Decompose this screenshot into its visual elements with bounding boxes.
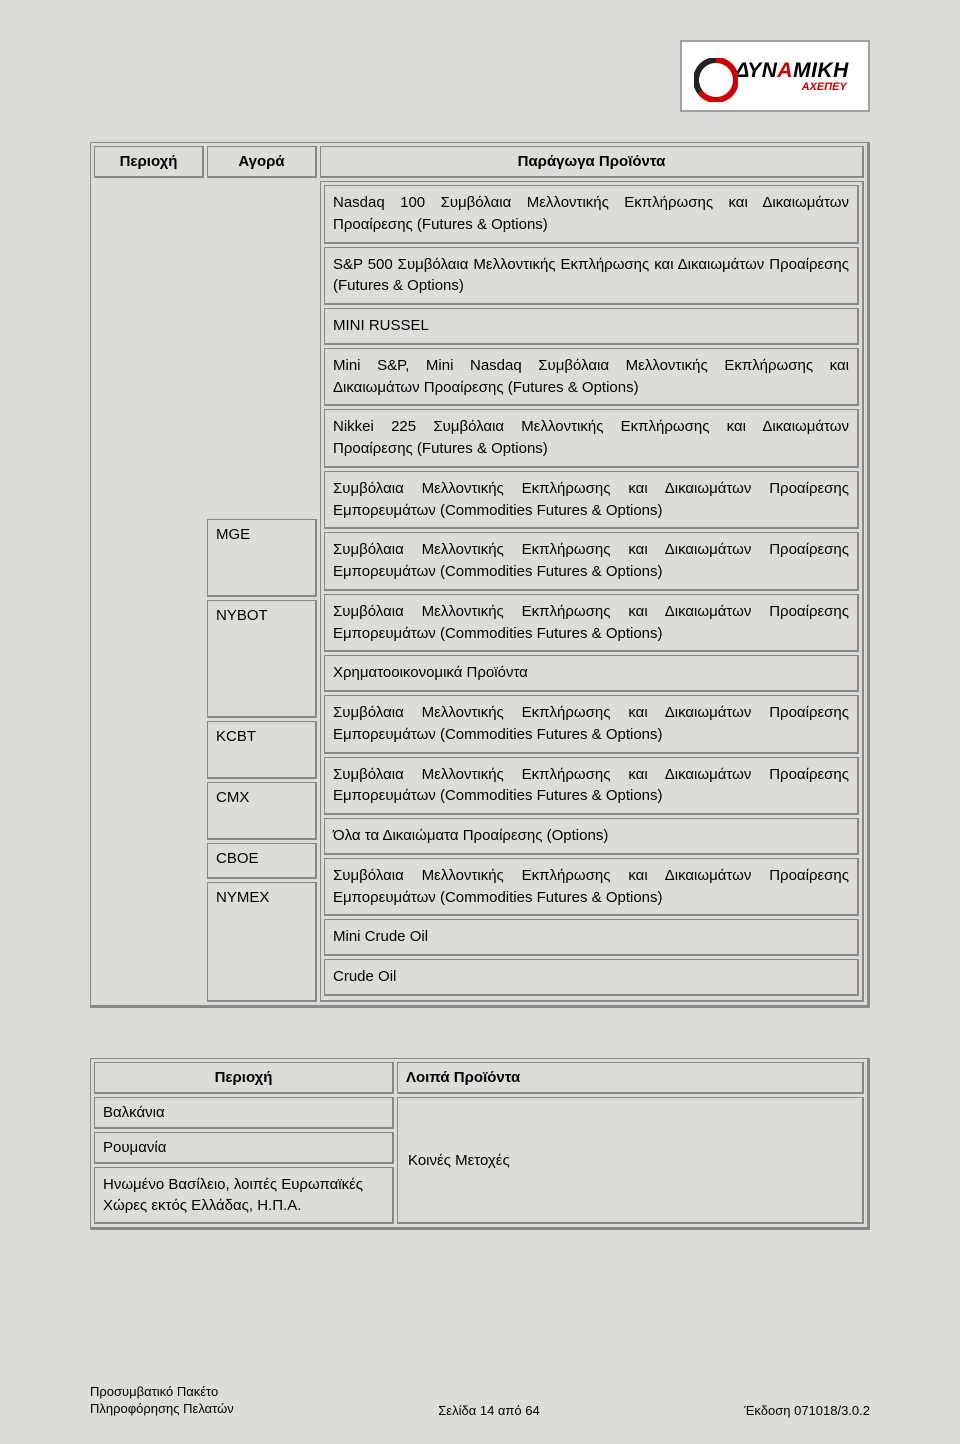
market-cmx: CMX [207,782,317,840]
products-column: Nasdaq 100 Συμβόλαια Μελλοντικής Εκπλήρω… [320,181,864,1002]
product-row: Crude Oil [324,959,859,996]
product-row: Mini Crude Oil [324,919,859,956]
product-row: Συμβόλαια Μελλοντικής Εκπλήρωσης και Δικ… [324,757,859,816]
other-products-value: Κοινές Μετοχές [397,1097,864,1224]
other-products-table: Περιοχή Λοιπά Προϊόντα Βαλκάνια Ρουμανία… [90,1058,870,1230]
header-region-2: Περιοχή [94,1062,394,1094]
header-region: Περιοχή [94,146,204,178]
product-row: MINI RUSSEL [324,308,859,345]
header-products: Παράγωγα Προϊόντα [320,146,864,178]
market-nymex: NYMEX [207,882,317,1002]
product-row: S&P 500 Συμβόλαια Μελλοντικής Εκπλήρωσης… [324,247,859,306]
product-row: Nikkei 225 Συμβόλαια Μελλοντικής Εκπλήρω… [324,409,859,468]
product-row: Mini S&P, Mini Nasdaq Συμβόλαια Μελλοντι… [324,348,859,407]
market-nybot: NYBOT [207,600,317,718]
product-row: Συμβόλαια Μελλοντικής Εκπλήρωσης και Δικ… [324,695,859,754]
products-table: Περιοχή Αγορά Παράγωγα Προϊόντα MGE NYBO… [90,142,870,1008]
product-row: Nasdaq 100 Συμβόλαια Μελλοντικής Εκπλήρω… [324,185,859,244]
region-column-2: Βαλκάνια Ρουμανία Ηνωμένο Βασίλειο, λοιπ… [94,1097,394,1224]
footer-left-2: Πληροφόρησης Πελατών [90,1401,234,1418]
market-column: MGE NYBOT KCBT CMX CBOE NYMEX [207,181,317,1002]
market-kcbt: KCBT [207,721,317,779]
product-row: Όλα τα Δικαιώματα Προαίρεσης (Options) [324,818,859,855]
footer-left-1: Προσυμβατικό Πακέτο [90,1384,234,1401]
product-row: Συμβόλαια Μελλοντικής Εκπλήρωσης και Δικ… [324,858,859,917]
header-products-2: Λοιπά Προϊόντα [397,1062,864,1094]
header-market: Αγορά [207,146,317,178]
product-row: Συμβόλαια Μελλοντικής Εκπλήρωσης και Δικ… [324,471,859,530]
footer-right: Έκδοση 071018/3.0.2 [744,1403,870,1418]
page-footer: Προσυμβατικό Πακέτο Πληροφόρησης Πελατών… [90,1384,870,1418]
logo-swoosh-icon [694,58,738,102]
logo-text: ΔΥΝΑΜΙΚΗ [735,59,849,83]
product-row: Συμβόλαια Μελλοντικής Εκπλήρωσης και Δικ… [324,532,859,591]
region-row: Βαλκάνια [94,1097,394,1129]
footer-center: Σελίδα 14 από 64 [438,1403,539,1418]
logo-container: ΔΥΝΑΜΙΚΗ ΑΧΕΠΕΥ [90,40,870,112]
product-row: Συμβόλαια Μελλοντικής Εκπλήρωσης και Δικ… [324,594,859,653]
market-mge: MGE [207,519,317,597]
region-row: Ρουμανία [94,1132,394,1164]
region-row: Ηνωμένο Βασίλειο, λοιπές Ευρωπαϊκές Χώρε… [94,1167,394,1224]
company-logo: ΔΥΝΑΜΙΚΗ ΑΧΕΠΕΥ [680,40,870,112]
market-cboe: CBOE [207,843,317,879]
logo-subtext: ΑΧΕΠΕΥ [802,81,847,93]
product-row: Χρηματοοικονομικά Προϊόντα [324,655,859,692]
